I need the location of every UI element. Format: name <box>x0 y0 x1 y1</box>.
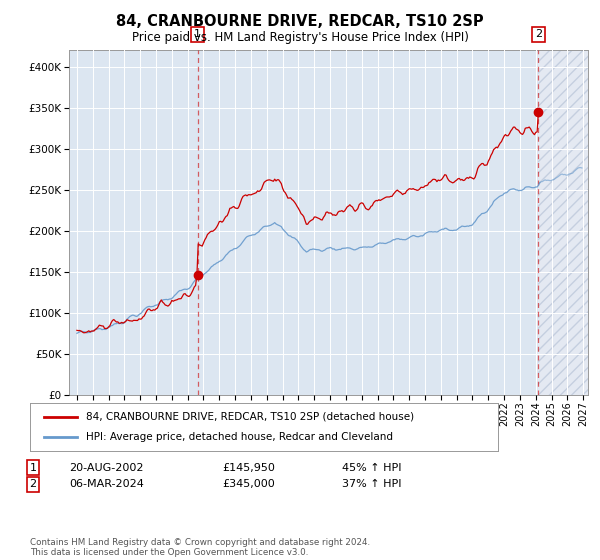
Text: 2: 2 <box>535 29 542 39</box>
Bar <box>538 50 599 395</box>
Text: 37% ↑ HPI: 37% ↑ HPI <box>342 479 401 489</box>
Text: 20-AUG-2002: 20-AUG-2002 <box>69 463 143 473</box>
Text: 2: 2 <box>29 479 37 489</box>
Text: HPI: Average price, detached house, Redcar and Cleveland: HPI: Average price, detached house, Redc… <box>86 432 393 442</box>
Text: 06-MAR-2024: 06-MAR-2024 <box>69 479 144 489</box>
Text: 1: 1 <box>29 463 37 473</box>
Bar <box>538 50 599 395</box>
Text: Contains HM Land Registry data © Crown copyright and database right 2024.
This d: Contains HM Land Registry data © Crown c… <box>30 538 370 557</box>
Text: £145,950: £145,950 <box>222 463 275 473</box>
Text: Price paid vs. HM Land Registry's House Price Index (HPI): Price paid vs. HM Land Registry's House … <box>131 31 469 44</box>
Text: 45% ↑ HPI: 45% ↑ HPI <box>342 463 401 473</box>
Text: 1: 1 <box>194 29 201 39</box>
Text: 84, CRANBOURNE DRIVE, REDCAR, TS10 2SP (detached house): 84, CRANBOURNE DRIVE, REDCAR, TS10 2SP (… <box>86 412 414 422</box>
Text: £345,000: £345,000 <box>222 479 275 489</box>
Text: 84, CRANBOURNE DRIVE, REDCAR, TS10 2SP: 84, CRANBOURNE DRIVE, REDCAR, TS10 2SP <box>116 14 484 29</box>
